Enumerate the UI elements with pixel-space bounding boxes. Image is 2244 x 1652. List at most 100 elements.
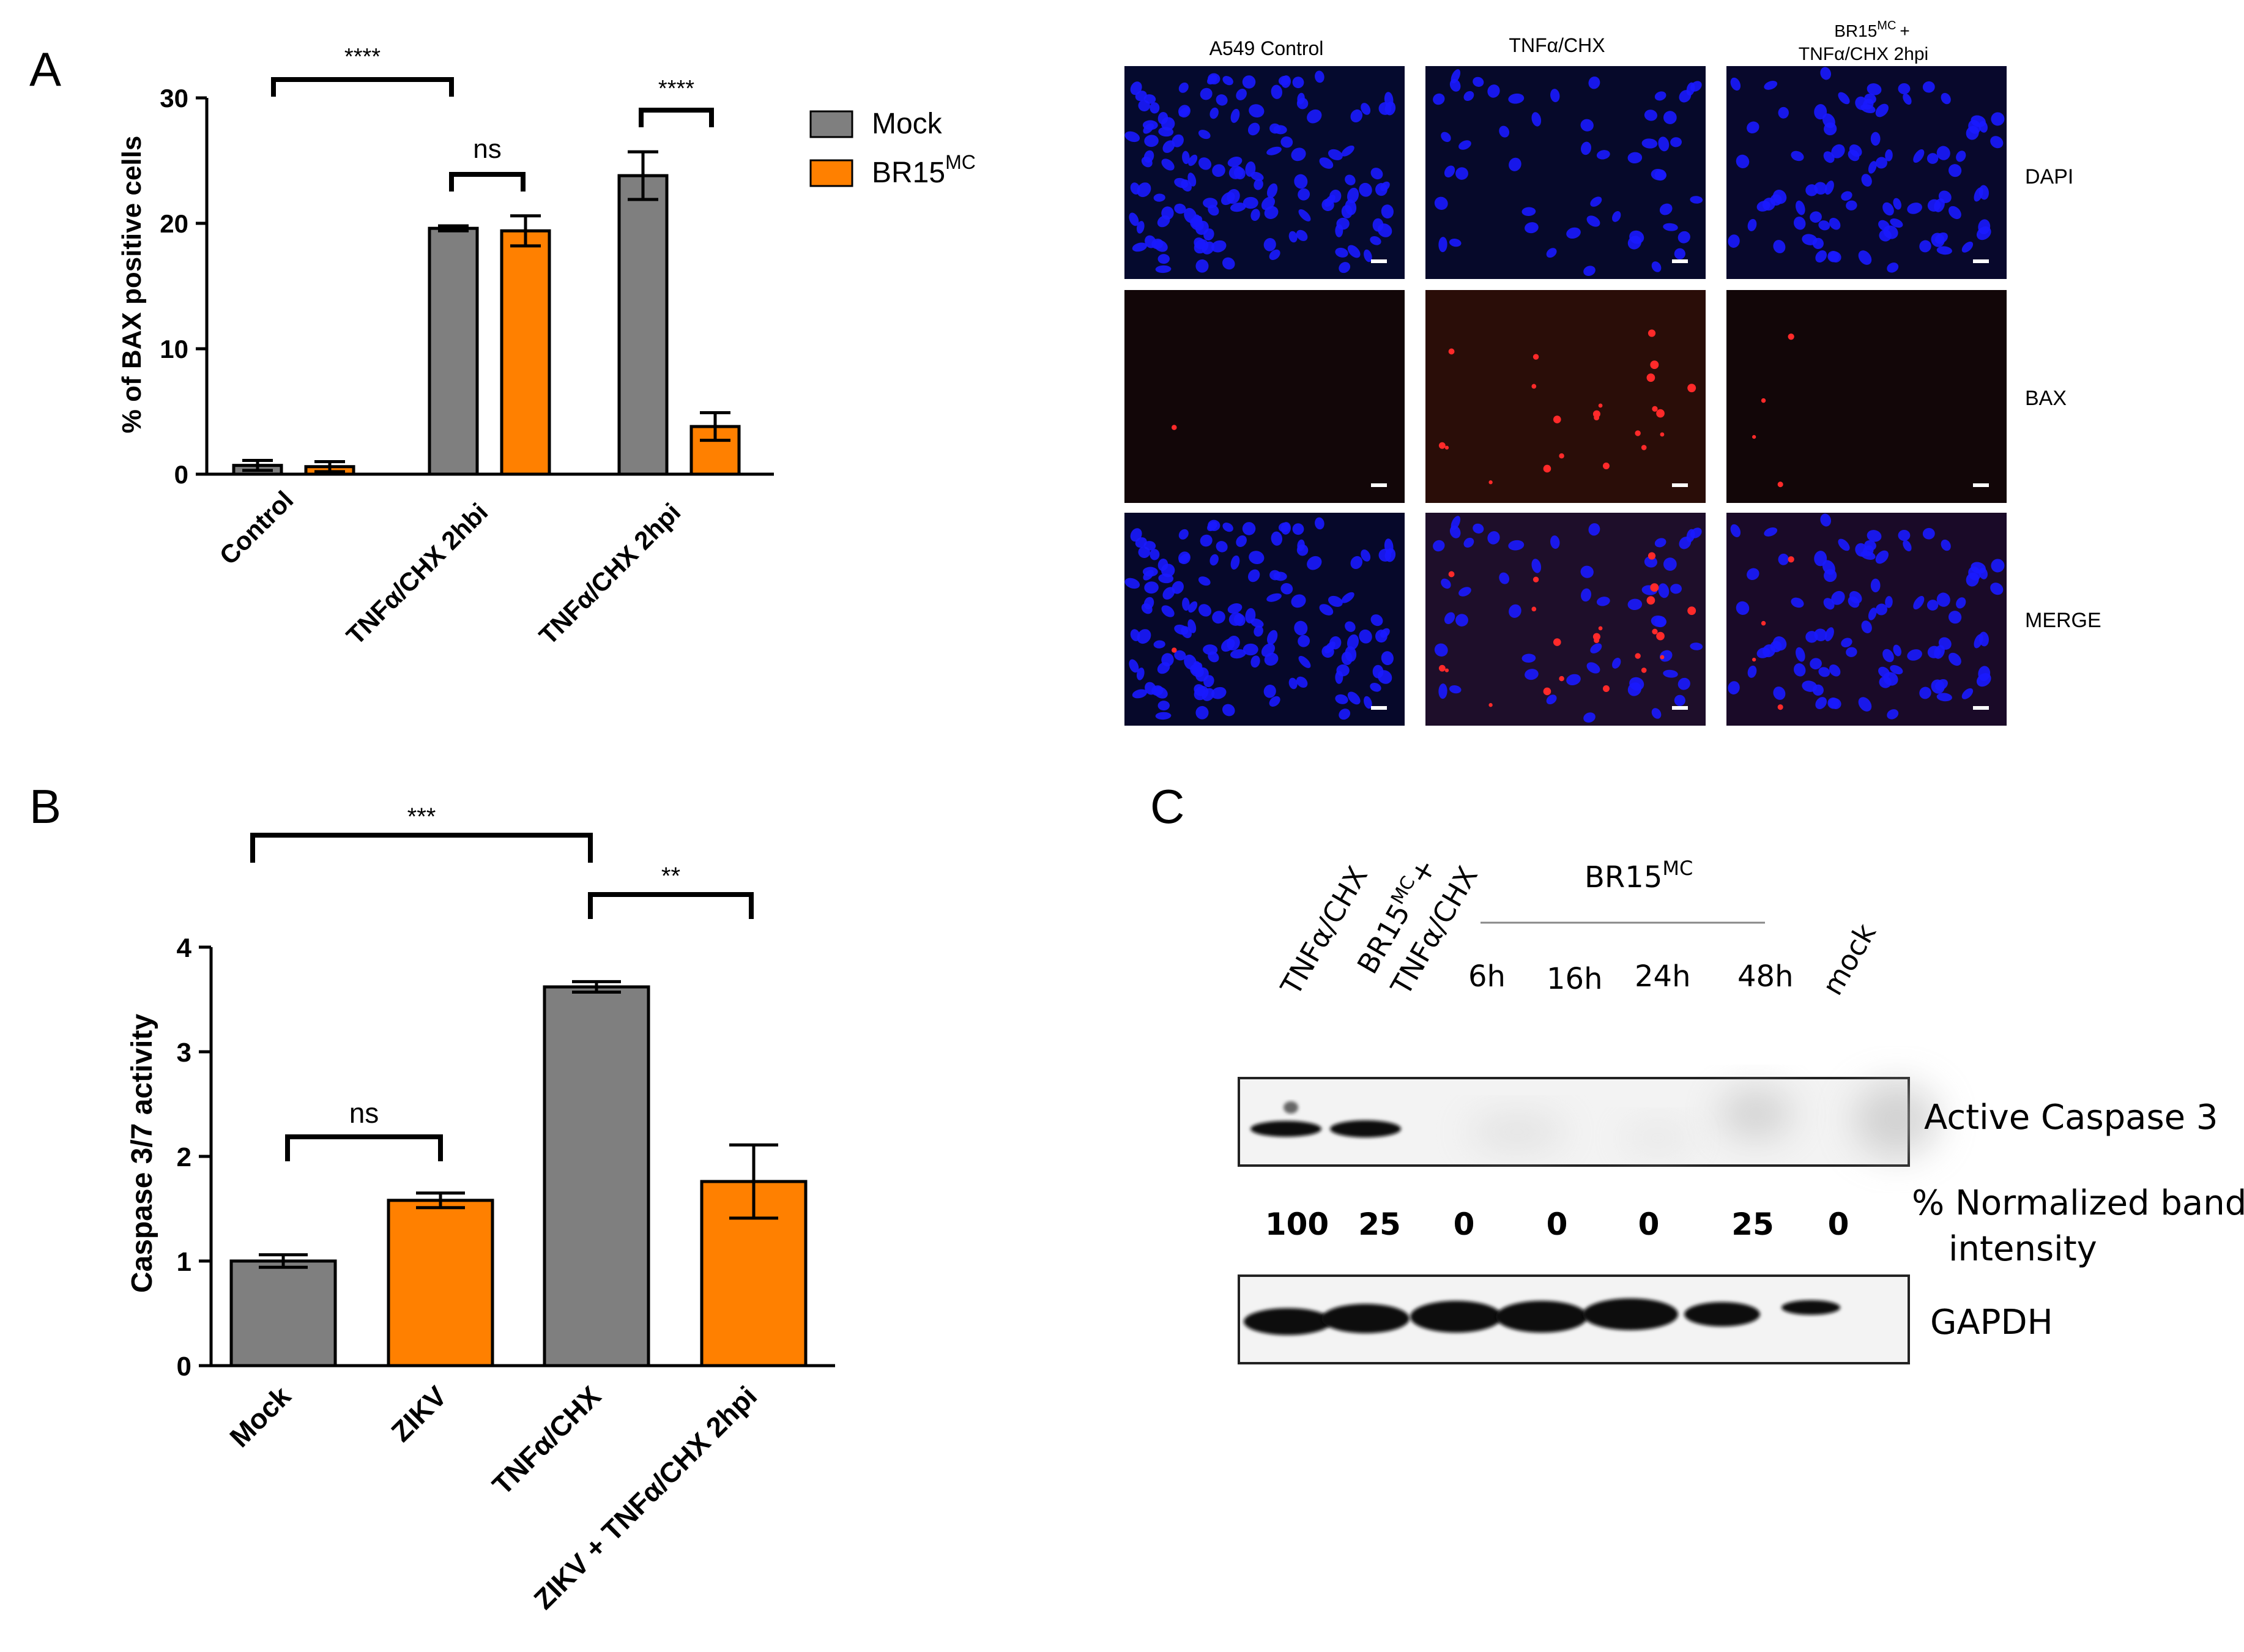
bax-spot	[1531, 384, 1537, 389]
nucleus	[1546, 248, 1557, 258]
nucleus	[1319, 604, 1334, 616]
nucleus	[1827, 251, 1840, 262]
nucleus	[1829, 664, 1841, 677]
nucleus	[1991, 112, 2005, 126]
nucleus	[1654, 91, 1666, 101]
sig-a-hpi-label: ****	[658, 76, 694, 102]
nucleus	[1341, 145, 1354, 157]
nucleus	[1350, 109, 1363, 123]
nucleus	[1172, 134, 1184, 147]
micrograph-panel: A549 Control TNFα/CHX BR15MC + TNFα/CHX 2…	[1124, 19, 2101, 726]
bax-spot	[1602, 685, 1610, 692]
nucleus	[1150, 102, 1160, 114]
nucleus	[1144, 135, 1159, 147]
nucleus	[1747, 568, 1759, 580]
wb-intensity-0: 100	[1265, 1207, 1329, 1242]
nucleus	[1198, 130, 1211, 140]
nucleus	[1364, 696, 1372, 709]
nucleus	[1654, 538, 1666, 548]
nucleus	[1922, 527, 1935, 540]
gapdh-band-3	[1496, 1301, 1588, 1333]
nucleus	[1339, 709, 1351, 720]
nucleus	[1190, 217, 1204, 231]
micrograph-tile-r2-c0	[1124, 513, 1405, 726]
nucleus	[1380, 181, 1390, 192]
bax-spot	[1650, 583, 1659, 592]
nucleus	[1810, 211, 1822, 223]
nucleus	[1812, 684, 1824, 696]
micro-row-label-dapi: DAPI	[2025, 165, 2073, 188]
nucleus	[1380, 628, 1390, 638]
gapdh-band-5	[1684, 1302, 1760, 1326]
chart-b-ylabel: Caspase 3/7 activity	[126, 1014, 158, 1293]
nucleus	[1796, 200, 1805, 215]
bax-spot	[1602, 463, 1610, 469]
chart-a-ytick-label: 20	[160, 209, 188, 238]
nucleus	[1875, 550, 1889, 564]
nucleus	[1473, 523, 1484, 534]
nucleus	[1198, 604, 1212, 617]
nucleus	[1846, 200, 1857, 210]
nucleus	[1144, 581, 1159, 594]
nucleus	[1222, 257, 1235, 270]
nucleus	[1207, 521, 1217, 532]
nucleus	[1438, 237, 1447, 253]
nucleus	[1773, 190, 1787, 204]
nucleus	[1250, 209, 1260, 221]
nucleus	[1934, 232, 1948, 244]
nucleus	[1778, 106, 1789, 119]
nucleus	[1736, 601, 1750, 615]
bax-spot	[1553, 415, 1561, 423]
nucleus	[1336, 664, 1350, 677]
nucleus	[1822, 113, 1835, 128]
nucleus	[1747, 218, 1757, 231]
sig-b-zikv-bracket	[588, 892, 754, 919]
nucleus	[1269, 123, 1281, 134]
nucleus	[1818, 220, 1830, 231]
legend-swatch-br15	[809, 159, 853, 187]
nucleus	[1203, 675, 1214, 688]
nucleus	[1291, 147, 1306, 162]
chart-a-significance: **** ns ****	[271, 44, 714, 192]
nucleus	[1827, 698, 1840, 709]
nucleus	[1188, 601, 1198, 613]
nucleus	[1885, 596, 1893, 608]
nucleus	[1870, 132, 1881, 146]
nucleus	[1867, 530, 1882, 542]
nucleus	[1298, 209, 1311, 221]
chart-b-bars	[229, 980, 808, 1367]
nucleus	[1212, 611, 1225, 624]
nucleus	[1267, 630, 1278, 645]
nucleus	[1200, 87, 1213, 100]
bax-spot	[1648, 329, 1656, 337]
micro-col-label-tnf: TNFα/CHX	[1509, 34, 1605, 56]
nucleus	[1254, 179, 1263, 190]
nucleus	[1991, 559, 2005, 573]
nucleus	[1583, 266, 1596, 277]
nucleus	[1364, 249, 1372, 262]
wb-lane-mock: mock	[1816, 918, 1882, 1000]
nucleus	[1566, 227, 1581, 239]
nucleus	[1730, 77, 1741, 91]
nucleus	[1269, 249, 1280, 260]
nucleus	[1690, 642, 1703, 650]
nucleus	[1531, 112, 1542, 127]
nucleus	[1508, 93, 1525, 104]
bax-spot	[1553, 638, 1561, 646]
nucleus	[1974, 634, 1983, 649]
nucleus	[1956, 597, 1966, 609]
nucleus	[1315, 517, 1324, 530]
nucleus	[1525, 222, 1539, 234]
nucleus	[1249, 551, 1265, 565]
nucleus	[1794, 217, 1806, 230]
nucleus	[1690, 196, 1703, 204]
nucleus	[1822, 560, 1835, 575]
nucleus	[1151, 239, 1164, 250]
scale-bar	[1973, 259, 1989, 263]
chart-a-bars	[232, 150, 741, 476]
chart-b-ytick-label: 4	[177, 933, 192, 963]
micrograph-tile-r2-c1	[1425, 513, 1706, 726]
sig-a-hpi-bracket	[639, 108, 714, 127]
nucleus	[1195, 259, 1209, 273]
nucleus	[1890, 218, 1903, 228]
